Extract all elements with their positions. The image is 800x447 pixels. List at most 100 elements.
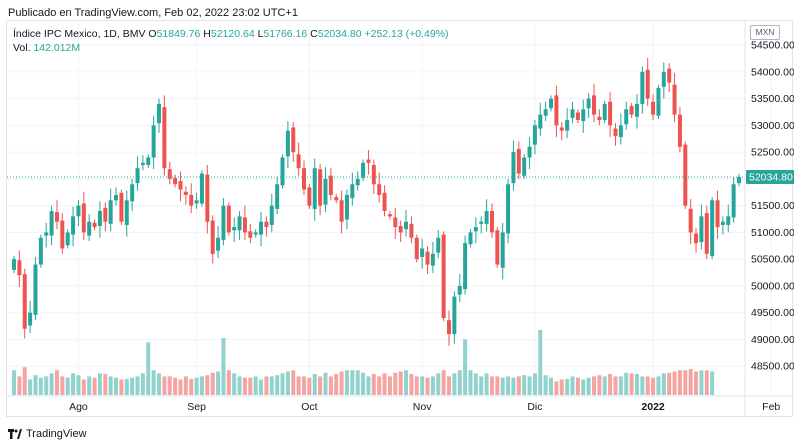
volume-bar [704, 370, 709, 395]
candle [339, 190, 344, 234]
candle [302, 160, 306, 195]
candle [656, 84, 661, 119]
candle [618, 113, 623, 145]
volume-bar [414, 376, 419, 395]
candle [404, 209, 409, 237]
candle [22, 268, 27, 339]
volume-bar [114, 377, 119, 395]
volume-bar [296, 376, 301, 395]
volume-bar [688, 369, 693, 395]
volume-bar [140, 373, 145, 395]
volume-bar [527, 376, 532, 395]
volume-bar [130, 377, 135, 395]
volume-bar [661, 373, 666, 395]
candle [677, 107, 682, 153]
volume-bar [420, 376, 425, 395]
candle [731, 176, 736, 223]
candle [597, 109, 602, 126]
volume-bar [532, 373, 537, 395]
candle [97, 201, 102, 238]
candle [543, 101, 548, 122]
candle [500, 222, 505, 280]
volume-bar [334, 373, 339, 395]
candle [28, 300, 33, 334]
candle [114, 187, 119, 206]
volume-bar [549, 377, 554, 395]
volume-bar [377, 376, 382, 395]
y-tick-label: 48500.00 [751, 361, 794, 373]
candle [506, 178, 511, 244]
candle [570, 101, 575, 124]
tradingview-logo[interactable]: TradingView [8, 428, 87, 440]
volume-bar [538, 330, 543, 395]
candle [355, 171, 360, 191]
symbol-name: Índice IPC Mexico, 1D, BMV [13, 28, 146, 40]
volume-bar [463, 339, 468, 395]
candle [484, 199, 489, 232]
symbol-legend: Índice IPC Mexico, 1D, BMV O51849.76 H52… [13, 28, 449, 40]
currency-badge[interactable]: MXN [750, 25, 780, 40]
volume-bar [237, 376, 242, 395]
candle [565, 108, 570, 139]
volume-bar [194, 377, 199, 395]
chart-frame[interactable]: 48500.00 49000.00 49500.00 50000.00 50500.00… [6, 20, 794, 418]
candle [688, 199, 693, 245]
volume-bar [33, 375, 38, 395]
volume-value: 142.012M [33, 42, 81, 54]
volume-bar [221, 338, 226, 395]
candle [683, 141, 688, 209]
candle [581, 99, 586, 133]
candle [269, 193, 274, 233]
volume-bar [205, 375, 210, 395]
volume-bar [302, 376, 306, 395]
candle [334, 193, 339, 204]
candle [232, 217, 237, 243]
candle [210, 215, 215, 264]
candle [468, 229, 473, 248]
volume-label: Vol. [13, 42, 31, 54]
candle [296, 142, 301, 176]
candle [393, 207, 398, 239]
volume-bar [522, 375, 527, 395]
volume-bar [457, 370, 462, 395]
volume-bar [667, 372, 672, 395]
svg-text:52034.80: 52034.80 [749, 172, 793, 184]
candle [44, 222, 49, 248]
volume-bar [259, 379, 264, 395]
volume-bar [280, 373, 285, 395]
candle [259, 212, 264, 247]
x-tick-label: Dic [527, 401, 542, 413]
high-value: 52120.64 [210, 28, 255, 40]
volume-bar [425, 377, 430, 395]
open-label: O [148, 28, 157, 40]
candle [554, 85, 559, 138]
candle [280, 154, 285, 189]
last-price-label: 52034.80 [746, 170, 794, 185]
candle [307, 184, 312, 209]
volume-bar [710, 371, 715, 395]
volume-bar [253, 376, 258, 395]
volume-bar [275, 375, 280, 395]
volume-bar [318, 376, 323, 395]
candlestick-chart[interactable]: 48500.00 49000.00 49500.00 50000.00 50500.00… [7, 21, 794, 418]
volume-bar [264, 376, 269, 395]
candle [146, 154, 151, 169]
change-value: +252.13 (+0.49%) [364, 28, 449, 40]
candle [140, 155, 145, 171]
candle [645, 57, 650, 107]
x-tick-label: 2022 [641, 401, 665, 413]
volume-bar [216, 371, 221, 395]
candle [608, 92, 613, 138]
volume-bar [344, 370, 349, 395]
candle [425, 246, 430, 275]
candle [264, 216, 269, 237]
volume-bar [447, 376, 451, 395]
candle [108, 188, 113, 232]
candle [87, 214, 92, 241]
volume-bar [489, 376, 494, 395]
candle [151, 115, 156, 170]
y-tick-label: 49000.00 [751, 334, 794, 346]
volume-bar [602, 376, 607, 395]
volume-bar [307, 377, 312, 395]
volume-bar [199, 376, 204, 395]
